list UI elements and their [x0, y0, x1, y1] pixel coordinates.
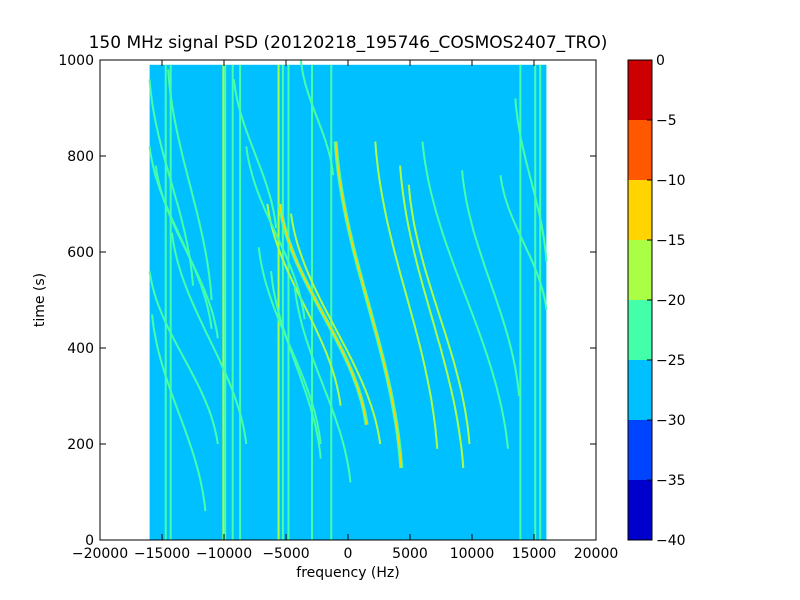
y-axis-label: time (s) — [32, 273, 48, 327]
x-tick-label: −5000 — [262, 546, 309, 562]
colorbar: 0 −5 −10 −15 −20 −25 −30 −35 −40 — [627, 53, 686, 549]
doppler-track — [279, 203, 368, 425]
doppler-track — [148, 271, 219, 445]
doppler-track — [514, 98, 548, 262]
x-tick-label: 20000 — [574, 546, 619, 562]
x-tick-label: 0 — [344, 546, 353, 562]
doppler-track — [499, 175, 548, 310]
doppler-track — [334, 141, 403, 469]
colorbar-tick-label: −25 — [656, 353, 686, 369]
doppler-track — [151, 314, 207, 512]
colorbar-tick-label: −35 — [656, 473, 686, 489]
doppler-track — [266, 203, 342, 406]
colorbar-tick-label: −40 — [656, 533, 686, 549]
doppler-track — [245, 146, 306, 320]
doppler-track — [290, 213, 382, 445]
x-tick-label: 5000 — [392, 546, 428, 562]
y-tick-label: 200 — [67, 437, 94, 453]
x-tick-label: −15000 — [134, 546, 190, 562]
colorbar-tick-label: −20 — [656, 293, 686, 309]
y-tick-label: 0 — [85, 533, 94, 549]
chart-title: 150 MHz signal PSD (20120218_195746_COSM… — [89, 33, 608, 53]
x-tick-label: −20000 — [72, 546, 128, 562]
doppler-track — [154, 165, 219, 339]
doppler-track — [170, 232, 248, 445]
colorbar-tick-label: 0 — [656, 53, 665, 69]
colorbar-tick-label: −30 — [656, 413, 686, 429]
colorbar-segment — [628, 420, 652, 480]
x-axis-label: frequency (Hz) — [296, 565, 399, 581]
colorbar-segment — [628, 480, 652, 540]
y-tick-label: 600 — [67, 245, 94, 261]
x-tick-label: 15000 — [512, 546, 557, 562]
y-tick-label: 1000 — [58, 53, 94, 69]
colorbar-segment — [628, 60, 652, 120]
x-tick-label: 10000 — [450, 546, 495, 562]
heatmap — [148, 60, 548, 540]
doppler-track — [407, 184, 471, 445]
x-tick-label: −10000 — [196, 546, 252, 562]
doppler-track — [299, 60, 335, 176]
doppler-track — [461, 170, 521, 397]
colorbar-tick-label: −5 — [656, 113, 677, 129]
doppler-track — [399, 165, 465, 469]
y-tick-label: 400 — [67, 341, 94, 357]
colorbar-segment — [628, 120, 652, 180]
y-tick-label: 800 — [67, 149, 94, 165]
colorbar-tick-label: −10 — [656, 173, 686, 189]
colorbar-segment — [628, 240, 652, 300]
doppler-track — [270, 271, 322, 459]
doppler-track — [148, 79, 194, 286]
doppler-track — [167, 69, 213, 301]
colorbar-segment — [628, 300, 652, 360]
y-axis: 0 200 400 600 800 1000 — [58, 53, 596, 549]
colorbar-segment — [628, 360, 652, 420]
colorbar-tick-label: −15 — [656, 233, 686, 249]
doppler-track — [293, 285, 352, 483]
doppler-track — [421, 141, 509, 449]
x-axis: −20000 −15000 −10000 −5000 0 5000 10000 15000 20… — [72, 60, 618, 562]
doppler-track — [374, 141, 439, 449]
doppler-track — [232, 79, 278, 229]
colorbar-segment — [628, 180, 652, 240]
